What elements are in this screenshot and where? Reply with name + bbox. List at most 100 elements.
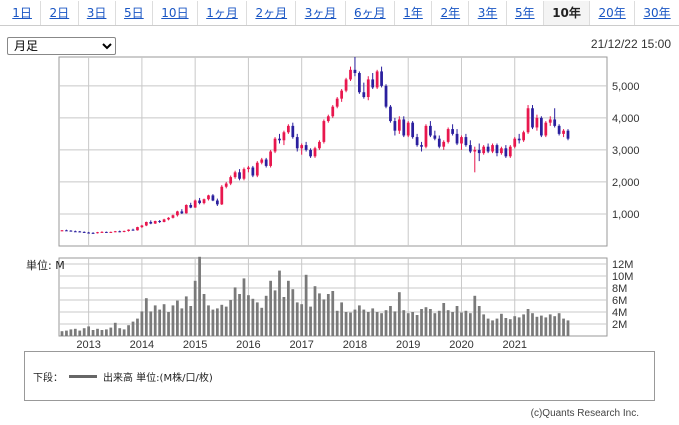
tab-9[interactable]: 1年	[395, 0, 433, 25]
copyright: (c)Quants Research Inc.	[530, 408, 639, 419]
tab-5[interactable]: 1ヶ月	[198, 0, 248, 25]
volume-tick-label: 6M	[612, 295, 627, 307]
year-tick-label: 2021	[502, 339, 526, 351]
volume-bar	[420, 309, 423, 336]
volume-bar	[500, 313, 503, 336]
tab-14[interactable]: 20年	[590, 0, 636, 25]
candle-body	[397, 119, 401, 131]
volume-bar	[486, 318, 490, 336]
candle-body	[362, 92, 366, 98]
tab-15[interactable]: 30年	[643, 5, 671, 20]
volume-bar	[442, 303, 446, 336]
candle-body	[420, 145, 423, 147]
volume-bar	[113, 322, 117, 336]
volume-bar	[242, 278, 246, 336]
candle-body	[184, 204, 188, 214]
candle-body	[344, 79, 348, 91]
candle-body	[335, 98, 339, 107]
candle-body	[389, 106, 392, 122]
volume-bar	[291, 289, 295, 336]
candle-body	[491, 145, 494, 152]
volume-tick-label: 2M	[612, 319, 627, 331]
volume-bar	[247, 295, 250, 336]
tab-12[interactable]: 5年	[507, 0, 544, 25]
volume-bar	[131, 321, 135, 336]
tab-4[interactable]: 10日	[153, 0, 198, 25]
tab-7[interactable]: 3ヶ月	[296, 0, 346, 25]
volume-bar	[473, 295, 477, 336]
candle-body	[562, 130, 565, 134]
volume-bar	[389, 306, 392, 336]
candle-body	[131, 229, 135, 231]
candle-body	[255, 162, 259, 176]
volume-bar	[349, 312, 352, 336]
candle-body	[326, 116, 330, 122]
volume-bar	[304, 274, 308, 336]
candle-body	[406, 122, 410, 136]
volume-bar	[278, 270, 281, 336]
volume-bar	[406, 313, 410, 336]
candle-body	[384, 85, 388, 107]
candle-body	[504, 148, 508, 157]
volume-bar	[477, 306, 481, 336]
volume-bar	[82, 328, 86, 336]
tab-2[interactable]: 3日	[79, 0, 116, 25]
candle-body	[500, 148, 503, 154]
volume-bar	[286, 280, 290, 336]
volume-bar	[73, 328, 77, 336]
volume-bar	[353, 309, 357, 336]
candle-body	[539, 117, 543, 136]
candle-body	[566, 130, 570, 139]
tab-3[interactable]: 5日	[116, 0, 153, 25]
volume-bar	[295, 302, 299, 336]
candle-body	[464, 137, 468, 146]
volume-bar	[371, 308, 375, 336]
candle-body	[282, 132, 286, 141]
candle-body	[424, 125, 428, 147]
tab-13[interactable]: 10年	[543, 0, 591, 25]
tab-11[interactable]: 3年	[469, 0, 507, 25]
year-tick-label: 2014	[130, 339, 154, 351]
volume-legend-label: 出来高 単位:(M株/口/枚)	[103, 373, 213, 384]
candle-body	[429, 125, 432, 136]
candle-body	[513, 138, 517, 147]
year-tick-label: 2018	[343, 339, 367, 351]
candle-interval-select[interactable]: 月足	[7, 37, 116, 55]
candle-body	[136, 227, 139, 231]
candle-body	[371, 79, 375, 88]
price-panel-frame	[58, 56, 608, 247]
volume-bar	[193, 280, 197, 336]
volume-bar	[526, 309, 530, 336]
candle-body	[193, 200, 197, 208]
candle-body	[304, 145, 308, 150]
volume-bar	[402, 310, 406, 336]
volume-bar	[309, 306, 312, 336]
legend-box: 下段： 出来高 単位:(M株/口/枚)	[24, 351, 655, 401]
tab-6[interactable]: 2ヶ月	[247, 0, 297, 25]
volume-bar	[429, 309, 432, 336]
candle-body	[202, 199, 206, 204]
volume-tick-label: 12M	[612, 259, 633, 271]
tab-10[interactable]: 2年	[432, 0, 470, 25]
volume-bar	[544, 317, 548, 336]
volume-bar	[149, 311, 153, 336]
candle-body	[260, 159, 264, 163]
price-tick-label: 1,000	[612, 209, 640, 221]
volume-bar	[127, 325, 130, 336]
year-tick-label: 2020	[449, 339, 473, 351]
candle-body	[189, 204, 193, 208]
candle-body	[473, 149, 477, 152]
tab-8[interactable]: 6ヶ月	[346, 0, 395, 25]
tab-0[interactable]: 1日	[4, 0, 42, 25]
candle-body	[78, 231, 82, 233]
volume-bar	[211, 309, 215, 336]
volume-bar	[362, 309, 366, 336]
volume-bar	[60, 331, 64, 336]
tab-1[interactable]: 2日	[41, 0, 79, 25]
candle-body	[349, 69, 352, 80]
volume-bar	[78, 330, 82, 336]
candle-body	[149, 221, 153, 224]
candle-body	[264, 159, 268, 166]
year-tick-label: 2019	[396, 339, 420, 351]
volume-bar	[162, 304, 166, 336]
